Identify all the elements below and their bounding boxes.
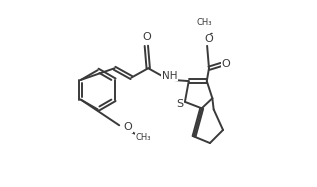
Text: S: S — [177, 99, 184, 109]
Text: CH₃: CH₃ — [136, 133, 151, 142]
Text: O: O — [204, 34, 213, 44]
Text: O: O — [123, 122, 132, 132]
Text: NH: NH — [162, 71, 178, 81]
Text: O: O — [222, 59, 230, 69]
Text: CH₃: CH₃ — [197, 18, 212, 27]
Text: O: O — [142, 32, 151, 42]
